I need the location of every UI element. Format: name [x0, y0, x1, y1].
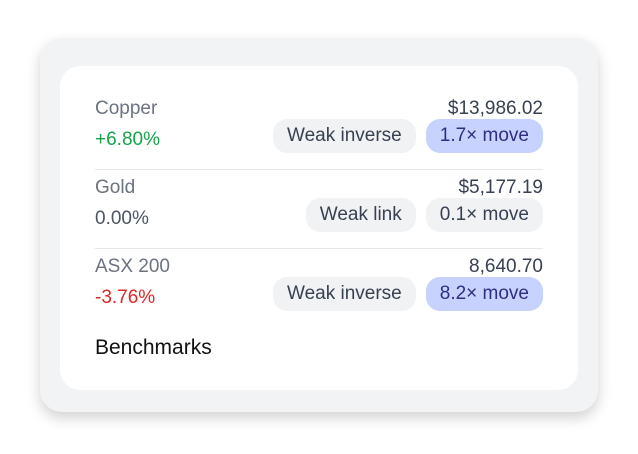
tag: 0.1× move [425, 198, 543, 232]
tag-group: Weak inverse 1.7× move [272, 119, 543, 153]
asset-price: 8,640.70 [469, 256, 543, 277]
tag: Weak link [305, 198, 416, 232]
asset-name: ASX 200 [95, 256, 170, 277]
tag: 8.2× move [425, 277, 543, 311]
asset-row: Copper $13,986.02 +6.80% Weak inverse 1.7× m… [95, 98, 543, 170]
tag-group: Weak link 0.1× move [305, 198, 543, 232]
tag: Weak inverse [272, 119, 416, 153]
asset-name: Gold [95, 177, 136, 198]
divider [95, 169, 543, 170]
asset-change: 0.00% [95, 208, 149, 229]
asset-name: Copper [95, 98, 158, 119]
tag: Weak inverse [272, 277, 416, 311]
tag: 1.7× move [425, 119, 543, 153]
card: Benchmarks Copper $13,986.02 +6.80% Weak in… [60, 66, 578, 390]
asset-price: $13,986.02 [447, 98, 543, 119]
widget: Benchmarks Copper $13,986.02 +6.80% Weak in… [40, 38, 598, 412]
asset-change: +6.80% [95, 129, 160, 150]
asset-price: $5,177.19 [458, 177, 543, 198]
tag-group: Weak inverse 8.2× move [272, 277, 543, 311]
asset-row: Gold $5,177.19 0.00% Weak link 0.1× move [95, 177, 543, 249]
divider [95, 248, 543, 249]
asset-row: ASX 200 8,640.70 -3.76% Weak inverse 8.2× mo… [95, 256, 543, 328]
asset-change: -3.76% [95, 287, 156, 308]
footer-title: Benchmarks [95, 336, 212, 359]
